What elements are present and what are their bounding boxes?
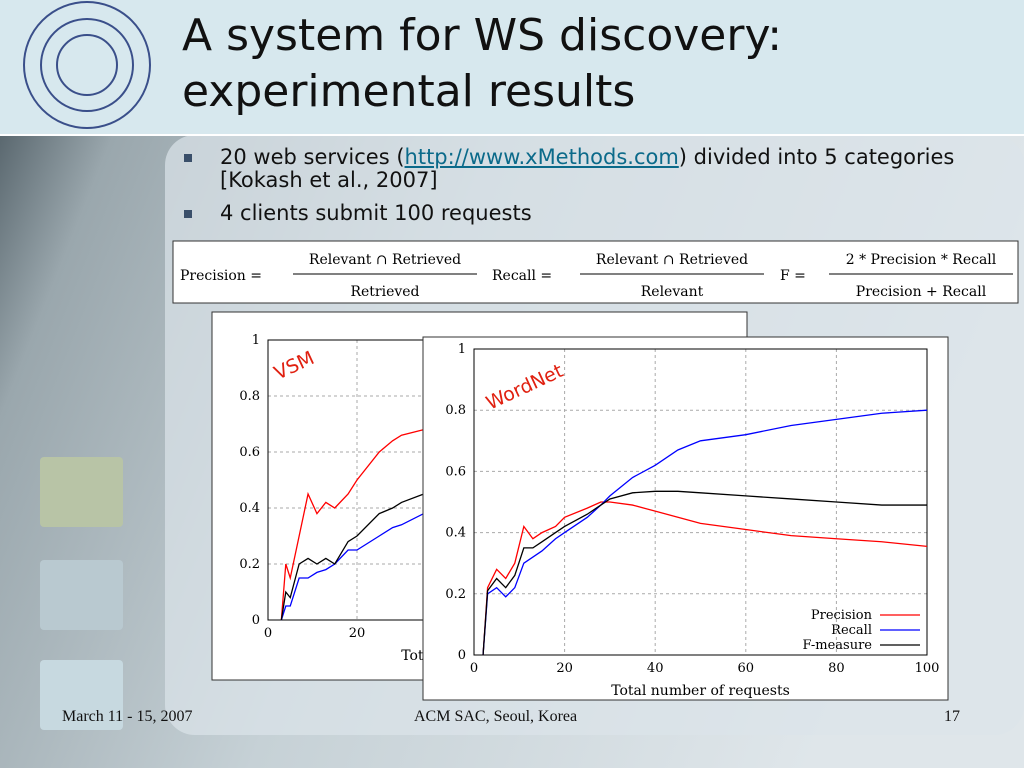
formula-denominator: Relevant [641, 284, 704, 300]
data-line [482, 490, 927, 656]
data-line [482, 409, 928, 656]
x-tick-label: 20 [349, 626, 366, 641]
formula-lhs: Recall = [492, 268, 552, 284]
formula-denominator: Retrieved [350, 284, 419, 300]
y-tick-label: 1 [458, 342, 466, 357]
link[interactable]: http://www.xMethods.com [404, 145, 679, 169]
bullet: 4 clients submit 100 requests [184, 202, 1004, 225]
y-tick-label: 0.4 [445, 526, 466, 541]
x-tick-label: 0 [264, 626, 272, 641]
title-band [0, 0, 1024, 135]
formula-lhs: Precision = [180, 268, 262, 284]
legend-label: Recall [831, 623, 872, 638]
y-tick-label: 0 [252, 613, 260, 628]
slide-title: A system for WS discovery: experimental … [182, 10, 783, 117]
x-tick-label: 80 [828, 661, 845, 676]
x-axis-label: Total number of requests [611, 683, 790, 699]
x-tick-label: 100 [915, 661, 940, 676]
formula-numerator: Relevant ∩ Retrieved [309, 252, 461, 268]
bullet-text: 4 clients submit 100 requests [220, 201, 532, 225]
bullet-list: 20 web services (http://www.xMethods.com… [184, 146, 1004, 235]
plot-frame [473, 348, 928, 656]
chart-frame [422, 336, 949, 701]
bullet: 20 web services (http://www.xMethods.com… [184, 146, 1004, 192]
bullet-text: 20 web services ( [220, 145, 405, 169]
bullet-text: ) divided into 5 categories [Kokash et a… [220, 145, 955, 192]
data-line [482, 501, 928, 656]
y-tick-label: 0 [458, 648, 466, 663]
y-tick-label: 0.2 [445, 587, 466, 602]
y-tick-label: 0.4 [239, 501, 260, 516]
footer-venue: ACM SAC, Seoul, Korea [414, 708, 578, 725]
x-tick-label: 40 [647, 661, 664, 676]
deco-square [40, 457, 123, 527]
x-tick-label: 20 [556, 661, 573, 676]
y-tick-label: 0.8 [239, 389, 260, 404]
footer-date: March 11 - 15, 2007 [62, 708, 193, 725]
deco-square [40, 560, 123, 630]
deco-square [40, 660, 123, 730]
y-tick-label: 0.6 [445, 464, 466, 479]
formula-numerator: Relevant ∩ Retrieved [596, 252, 748, 268]
logo [23, 1, 151, 129]
y-tick-label: 0.6 [239, 445, 260, 460]
y-tick-label: 0.2 [239, 557, 260, 572]
x-tick-label: 60 [738, 661, 755, 676]
formula-box [172, 240, 1019, 304]
formula-denominator: Precision + Recall [856, 284, 987, 300]
legend-label: F-measure [802, 638, 872, 653]
y-tick-label: 0.8 [445, 403, 466, 418]
footer-page: 17 [944, 708, 960, 725]
y-tick-label: 1 [252, 333, 260, 348]
formula-lhs: F = [780, 268, 806, 284]
formula-numerator: 2 * Precision * Recall [846, 252, 997, 268]
legend-label: Precision [811, 608, 873, 623]
x-tick-label: 0 [470, 661, 478, 676]
